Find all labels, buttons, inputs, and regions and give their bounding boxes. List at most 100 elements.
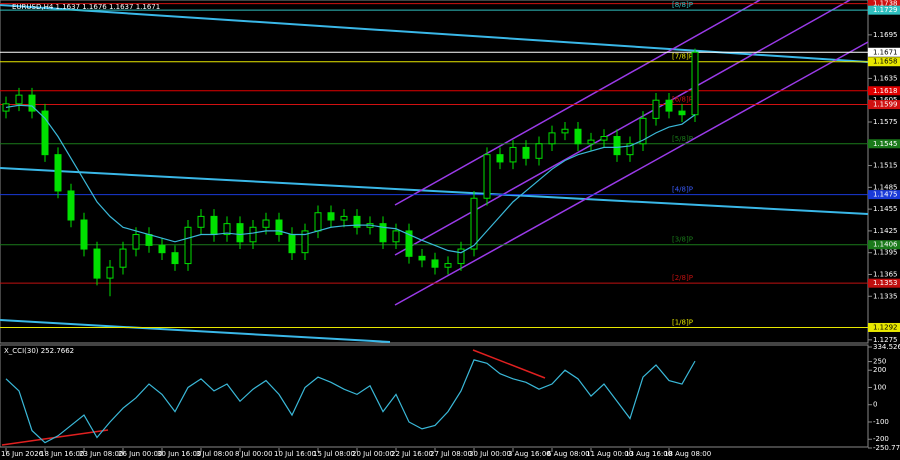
candle-body	[288, 234, 296, 254]
candle-body	[691, 51, 699, 116]
x-tick-label: 30 Jul 00:00	[469, 450, 511, 458]
trendline	[0, 167, 869, 215]
chart-title: EURUSD,H4 1.1637 1.1676 1.1637 1.1671	[12, 3, 160, 11]
candle-body	[249, 226, 257, 243]
divergence-line	[472, 349, 546, 379]
level-box	[868, 57, 900, 67]
x-tick-label: 18 Aug 08:00	[664, 450, 711, 458]
trendline	[0, 319, 391, 343]
level-value: 1.1545	[873, 140, 898, 148]
x-tick-label: 20 Jul 00:00	[352, 450, 394, 458]
x-tick-label: 27 Jul 08:00	[430, 450, 472, 458]
y-tick-label: -250.7750	[873, 444, 900, 452]
candle-body	[314, 212, 322, 232]
x-tick-label: 16 Jun 2026	[1, 450, 44, 458]
candle-body	[626, 143, 634, 156]
cci-line	[5, 359, 696, 444]
candle-body	[132, 234, 140, 250]
cci-frame	[0, 344, 869, 448]
x-tick-label: 3 Jul 08:00	[196, 450, 234, 458]
x-tick-label: 13 Aug 16:00	[625, 450, 672, 458]
candle-body	[145, 234, 153, 246]
y-tick-label: 1.1575	[873, 118, 898, 126]
candle-body	[470, 197, 478, 250]
level-tag: [2/8]P	[672, 274, 693, 282]
main-frame	[0, 0, 869, 344]
candle-body	[327, 212, 335, 221]
candle-body	[639, 117, 647, 145]
level-box	[868, 0, 900, 9]
x-tick-label: 3 Aug 16:00	[508, 450, 551, 458]
candle-body	[457, 248, 465, 265]
candle-body	[574, 128, 582, 145]
cci-title: X_CCI(30) 252.7662	[4, 347, 74, 355]
level-box	[868, 100, 900, 110]
level-box	[868, 5, 900, 15]
candle-body	[275, 219, 283, 236]
y-tick-label: 250	[873, 358, 886, 366]
y-tick-label: 1.1395	[873, 249, 898, 257]
level-value: 1.1292	[873, 323, 898, 331]
candle-body	[301, 230, 309, 254]
y-tick-label: 1.1425	[873, 227, 898, 235]
level-box	[868, 322, 900, 332]
divergence	[1, 349, 546, 446]
y-tick-label: -100	[873, 418, 889, 426]
level-box	[868, 190, 900, 200]
candle-body	[15, 94, 23, 105]
candle-body	[197, 215, 205, 228]
level-box	[868, 47, 900, 57]
candle-body	[587, 139, 595, 145]
candle-body	[262, 219, 270, 228]
y-tick-label: 1.1455	[873, 205, 898, 213]
level-tag: [5/8]P	[672, 135, 693, 143]
candle-body	[613, 136, 621, 156]
level-tag: [8/8]P	[672, 1, 693, 9]
y-tick-label: 1.1335	[873, 292, 898, 300]
candle-body	[431, 259, 439, 268]
candle-body	[80, 219, 88, 250]
candle-body	[561, 128, 569, 134]
level-value: 1.1599	[873, 101, 898, 109]
candle-body	[418, 255, 426, 261]
candle-body	[171, 252, 179, 265]
trendlines	[0, 4, 869, 343]
x-tick-label: 26 Jun 00:00	[118, 450, 162, 458]
x-tick-label: 15 Jul 08:00	[313, 450, 355, 458]
candle-body	[548, 132, 556, 145]
y-tick-label: 1.1515	[873, 162, 898, 170]
level-value: 1.1658	[873, 58, 898, 66]
level-tag: [1/8]P	[672, 318, 693, 326]
candle-body	[340, 215, 348, 221]
level-tag: [6/8]P	[672, 96, 693, 104]
x-tick-label: 22 Jul 16:00	[391, 450, 433, 458]
level-tag: [4/8]P	[672, 186, 693, 194]
x-tick-label: 30 Jun 16:00	[157, 450, 201, 458]
candle-body	[483, 154, 491, 199]
candle-body	[28, 94, 36, 112]
x-tick-label: 10 Jul 16:00	[274, 450, 316, 458]
candle-body	[353, 215, 361, 228]
y-tick-label: 1.1635	[873, 74, 898, 82]
candle-body	[41, 110, 49, 156]
y-tick-label: 1.1695	[873, 31, 898, 39]
level-value: 1.1353	[873, 279, 898, 287]
level-value: 1.1738	[873, 0, 898, 8]
level-value: 1.1618	[873, 87, 898, 95]
candle-body	[496, 154, 504, 163]
level-box	[868, 278, 900, 288]
candle-body	[444, 263, 452, 268]
candle-body	[158, 244, 166, 254]
candle-body	[106, 266, 114, 279]
level-box	[868, 139, 900, 149]
y-tick-label: 100	[873, 383, 886, 391]
channel-line	[394, 0, 761, 206]
candle-body	[665, 99, 673, 112]
x-tick-label: 11 Aug 00:00	[586, 450, 633, 458]
level-value: 1.1729	[873, 6, 898, 14]
x-tick-label: 8 Jul 00:00	[235, 450, 273, 458]
level-value: 1.1671	[873, 48, 898, 56]
candle-body	[67, 190, 75, 221]
candle-body	[600, 136, 608, 141]
